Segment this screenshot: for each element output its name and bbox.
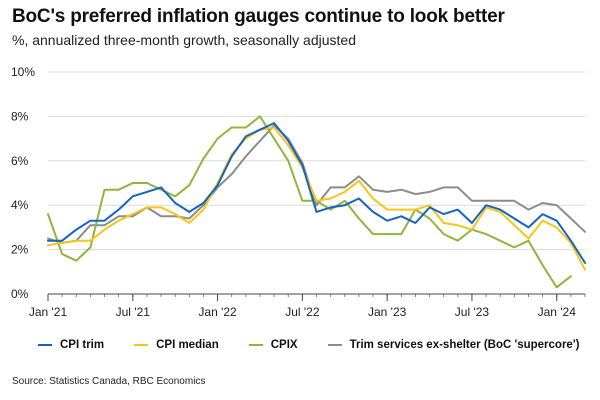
y-tick-label: 2%: [11, 243, 29, 257]
series-lines: [47, 115, 586, 289]
legend-label-cpi-trim: CPI trim: [60, 339, 105, 351]
x-tick-label: Jul '22: [285, 305, 320, 319]
legend-swatch-cpi-trim: [38, 344, 52, 346]
chart-title: BoC's preferred inflation gauges continu…: [12, 6, 505, 27]
series-line-cpi-trim: [47, 122, 586, 264]
y-tick-label: 10%: [11, 65, 35, 79]
legend-label-supercore: Trim services ex-shelter (BoC 'supercore…: [349, 339, 580, 351]
series-line-trim-services-ex-shelter-boc-supercore: [47, 124, 586, 244]
series-line-cpix: [47, 115, 572, 289]
x-tick-label: Jul '23: [455, 305, 490, 319]
y-tick-label: 0%: [11, 287, 29, 301]
legend-swatch-cpi-median: [134, 344, 149, 346]
y-tick-label: 6%: [11, 154, 29, 168]
x-tick-label: Jan '24: [538, 305, 577, 319]
chart-subtitle: %, annualized three-month growth, season…: [12, 32, 356, 48]
legend: CPI trim CPI median CPIX Trim services e…: [38, 339, 579, 351]
x-axis: Jan '21 Jul '21 Jan '22 Jul '22 Jan '23 Jul '…: [29, 293, 586, 319]
legend-item-cpi-trim: CPI trim: [38, 339, 104, 351]
series-line-cpi-median: [47, 126, 586, 271]
x-tick-label: Jan '23: [368, 305, 407, 319]
legend-label-cpix: CPIX: [270, 339, 298, 351]
x-tick-label: Jul '21: [116, 305, 151, 319]
legend-item-cpi-median: CPI median: [134, 339, 219, 351]
x-tick-label: Jan '22: [198, 305, 237, 319]
grid-lines: [48, 71, 585, 251]
y-axis-tick-labels: 0% 2% 4% 6% 8% 10%: [11, 65, 35, 301]
legend-label-cpi-median: CPI median: [156, 339, 219, 351]
legend-swatch-cpix: [248, 344, 263, 346]
y-tick-label: 4%: [11, 198, 29, 212]
legend-item-supercore: Trim services ex-shelter (BoC 'supercore…: [327, 339, 580, 351]
legend-swatch-supercore: [327, 344, 342, 346]
legend-item-cpix: CPIX: [248, 339, 298, 351]
source-note: Source: Statistics Canada, RBC Economics: [12, 376, 206, 387]
x-tick-label: Jan '21: [29, 305, 68, 319]
y-tick-label: 8%: [11, 109, 29, 123]
